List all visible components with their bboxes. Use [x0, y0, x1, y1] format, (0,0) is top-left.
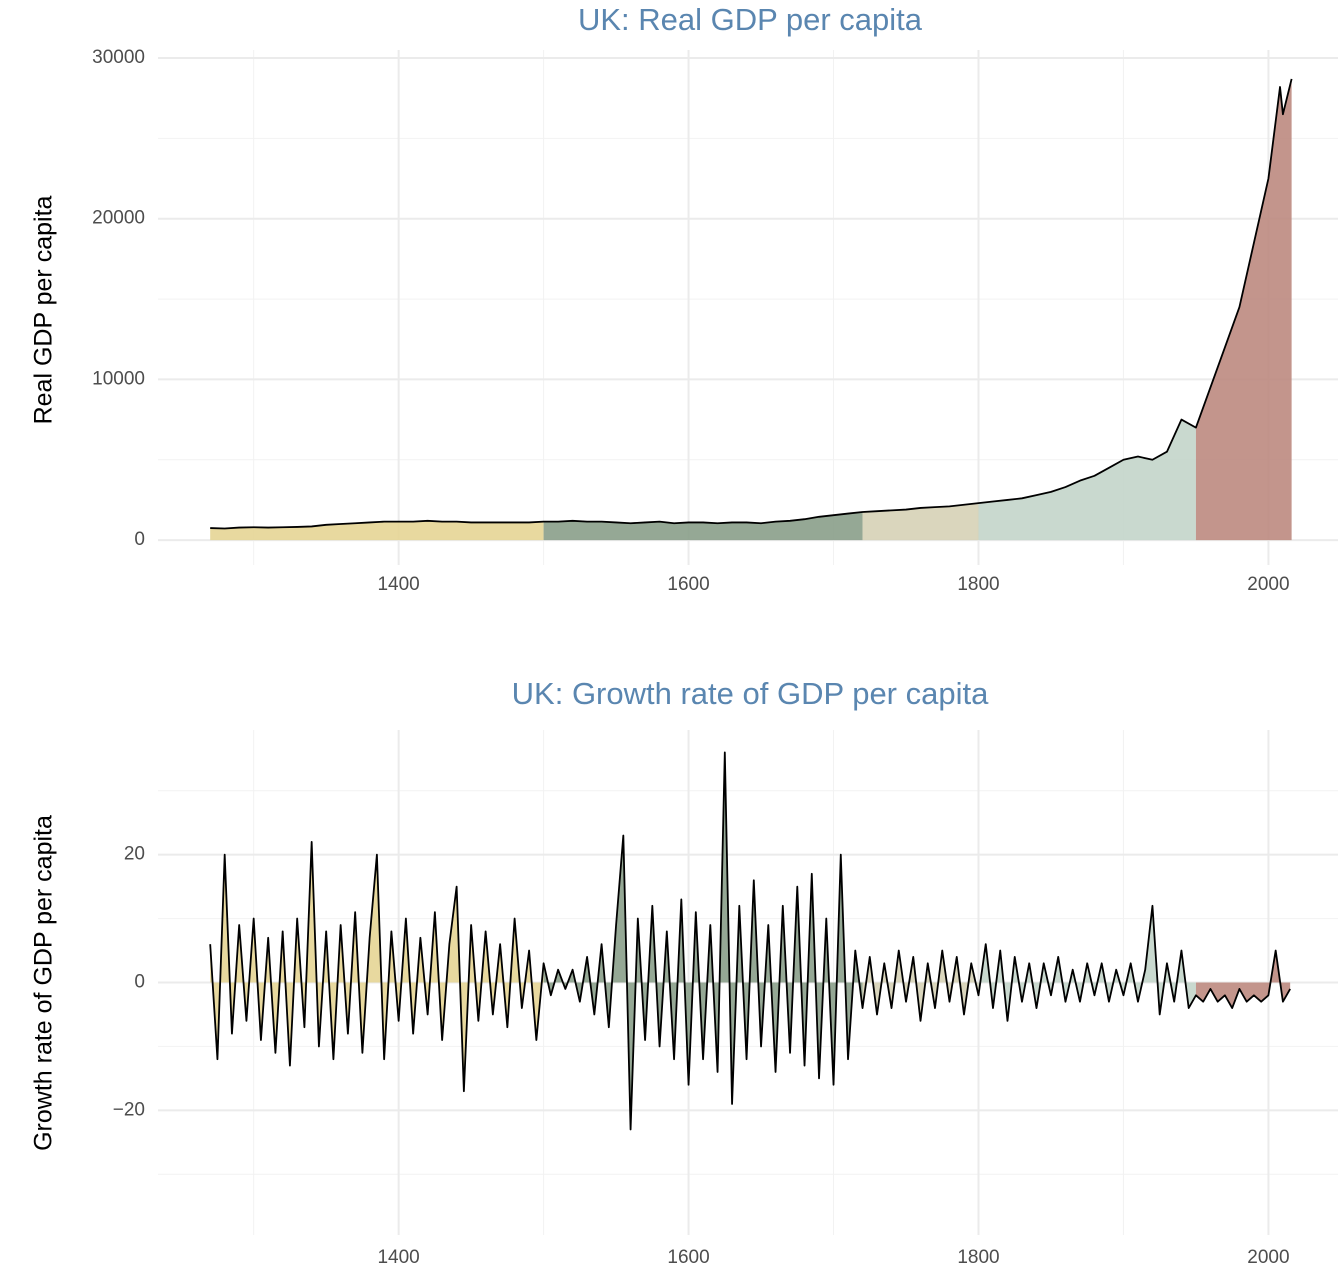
period-area	[862, 503, 979, 541]
y-axis-title: Growth rate of GDP per capita	[30, 815, 58, 1151]
y-tick-label: 0	[134, 529, 145, 550]
data-line	[209, 751, 1291, 1131]
y-tick-label: 10000	[92, 368, 145, 389]
y-tick-label: 0	[134, 972, 145, 993]
x-tick-label: 1400	[377, 574, 419, 595]
period-area	[1195, 78, 1292, 541]
x-tick-label: 1800	[957, 574, 999, 595]
period-area	[543, 511, 863, 541]
y-tick-label: 20	[124, 844, 145, 865]
x-tick-label: 2000	[1247, 574, 1289, 595]
period-area	[210, 520, 544, 541]
y-tick-label: 30000	[92, 47, 145, 68]
y-tick-label: −20	[113, 1099, 145, 1120]
x-tick-label: 1600	[667, 1247, 709, 1268]
x-tick-label: 2000	[1247, 1247, 1289, 1268]
period-area	[210, 841, 544, 1092]
period-area	[978, 419, 1196, 541]
x-tick-label: 1800	[957, 1247, 999, 1268]
x-tick-label: 1400	[377, 1247, 419, 1268]
period-area	[978, 905, 1196, 1021]
chart-title: UK: Real GDP per capita	[578, 2, 923, 37]
period-area	[1195, 950, 1291, 1009]
y-tick-label: 20000	[92, 208, 145, 229]
data-line	[210, 78, 1293, 530]
chart-title: UK: Growth rate of GDP per capita	[512, 676, 989, 711]
y-axis-title: Real GDP per capita	[30, 195, 58, 424]
x-tick-label: 1600	[667, 574, 709, 595]
